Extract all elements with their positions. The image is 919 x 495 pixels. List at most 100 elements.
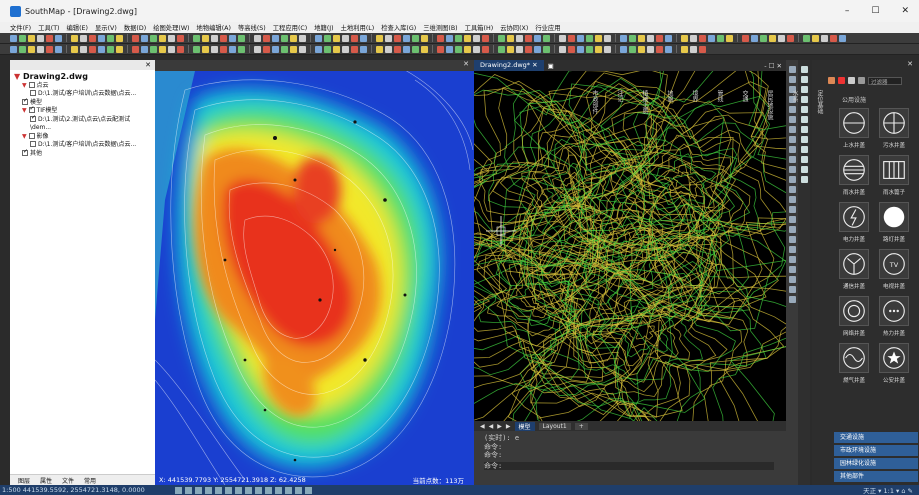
toolbar-button-icon[interactable]	[281, 45, 288, 53]
tool-icon[interactable]	[788, 206, 796, 213]
toolbar-button-icon[interactable]	[89, 34, 96, 42]
tool-icon[interactable]	[788, 86, 796, 93]
grid-view-icon[interactable]	[828, 77, 835, 84]
toolbar-button-icon[interactable]	[751, 34, 758, 42]
tool-icon[interactable]	[800, 66, 808, 73]
toolbar-button-icon[interactable]	[37, 34, 44, 42]
toolbar-button-icon[interactable]	[46, 34, 53, 42]
toolbar-button-icon[interactable]	[464, 45, 471, 53]
toolbar-button-icon[interactable]	[254, 34, 261, 42]
tool-icon[interactable]	[800, 176, 808, 183]
checkbox[interactable]	[30, 115, 36, 122]
tool-icon[interactable]	[788, 296, 796, 303]
status-toggle-icon[interactable]	[184, 486, 192, 494]
nav-arrow-icon[interactable]: ◀	[480, 422, 485, 430]
toolbar-button-icon[interactable]	[516, 45, 523, 53]
category-item-1[interactable]: 水系	[791, 90, 798, 102]
toolbar-button-icon[interactable]	[638, 34, 645, 42]
status-toggle-icon[interactable]	[214, 486, 222, 494]
tool-icon[interactable]	[788, 106, 796, 113]
close-icon[interactable]: ✕	[145, 61, 151, 69]
menu-item-11[interactable]: 检查入库(G)	[381, 25, 417, 32]
toolbar-button-icon[interactable]	[360, 45, 367, 53]
toolbar-button-icon[interactable]	[464, 34, 471, 42]
favorite-icon[interactable]	[838, 77, 845, 84]
toolbar-button-icon[interactable]	[315, 45, 322, 53]
contour-viewport[interactable]	[474, 71, 786, 421]
toolbar-button-icon[interactable]	[80, 34, 87, 42]
toolbar-button-icon[interactable]	[238, 45, 245, 53]
tool-icon[interactable]	[788, 276, 796, 283]
toolbar-button-icon[interactable]	[342, 45, 349, 53]
menu-item-12[interactable]: 三维测图(B)	[423, 25, 458, 32]
toolbar-button-icon[interactable]	[760, 34, 767, 42]
toolbar-button-icon[interactable]	[28, 45, 35, 53]
toolbar-button-icon[interactable]	[281, 34, 288, 42]
expand-icon[interactable]: ▼	[22, 107, 29, 114]
minimize-button[interactable]: –	[844, 6, 850, 16]
toolbar-button-icon[interactable]	[89, 45, 96, 53]
category-item-3[interactable]: 交通	[741, 90, 748, 102]
tree-item[interactable]: ▼ 点云	[14, 81, 151, 91]
symbol-item[interactable]: 雨水篦子	[874, 155, 914, 196]
toolbar-button-icon[interactable]	[726, 34, 733, 42]
edit-icon[interactable]	[858, 77, 865, 84]
tool-icon[interactable]	[800, 136, 808, 143]
toolbar-button-icon[interactable]	[665, 34, 672, 42]
toolbar-button-icon[interactable]	[498, 34, 505, 42]
toolbar-button-icon[interactable]	[656, 45, 663, 53]
toolbar-button-icon[interactable]	[568, 34, 575, 42]
panel-tab-1[interactable]: 属性	[40, 477, 53, 485]
toolbar-button-icon[interactable]	[220, 34, 227, 42]
tool-icon[interactable]	[800, 106, 808, 113]
toolbar-button-icon[interactable]	[525, 34, 532, 42]
toolbar-button-icon[interactable]	[116, 45, 123, 53]
toolbar-button-icon[interactable]	[333, 45, 340, 53]
toolbar-button-icon[interactable]	[132, 34, 139, 42]
toolbar-button-icon[interactable]	[376, 45, 383, 53]
tool-icon[interactable]	[788, 116, 796, 123]
toolbar-button-icon[interactable]	[647, 45, 654, 53]
tool-icon[interactable]	[788, 216, 796, 223]
symbol-item[interactable]: 上水井盖	[834, 108, 874, 149]
toolbar-button-icon[interactable]	[272, 45, 279, 53]
toolbar-button-icon[interactable]	[385, 45, 392, 53]
toolbar-button-icon[interactable]	[482, 34, 489, 42]
status-toggle-icon[interactable]	[264, 486, 272, 494]
tool-icon[interactable]	[788, 96, 796, 103]
toolbar-button-icon[interactable]	[141, 34, 148, 42]
toolbar-button-icon[interactable]	[333, 34, 340, 42]
symbol-item[interactable]: 通信井盖	[834, 249, 874, 290]
toolbar-button-icon[interactable]	[211, 45, 218, 53]
toolbar-button-icon[interactable]	[577, 34, 584, 42]
menu-item-3[interactable]: 显示(V)	[95, 25, 117, 32]
category-item-7[interactable]: 植被土质	[641, 90, 648, 114]
close-button[interactable]: ✕	[901, 6, 909, 16]
status-toggle-icon[interactable]	[174, 486, 182, 494]
toolbar-button-icon[interactable]	[507, 34, 514, 42]
checkbox[interactable]	[28, 81, 35, 88]
menu-item-13[interactable]: 工具箱(H)	[464, 25, 494, 32]
toolbar-button-icon[interactable]	[71, 34, 78, 42]
toolbar-button-icon[interactable]	[211, 34, 218, 42]
toolbar-button-icon[interactable]	[107, 34, 114, 42]
toolbar-button-icon[interactable]	[559, 45, 566, 53]
category-item-0[interactable]: 定位基础	[816, 90, 823, 114]
toolbar-button-icon[interactable]	[543, 45, 550, 53]
tool-icon[interactable]	[788, 76, 796, 83]
toolbar-button-icon[interactable]	[202, 45, 209, 53]
category-item-2[interactable]: 居民地设施	[766, 90, 773, 120]
nav-arrow-icon[interactable]: ▶	[505, 422, 511, 430]
toolbar-button-icon[interactable]	[595, 34, 602, 42]
tool-icon[interactable]	[788, 266, 796, 273]
toolbar-button-icon[interactable]	[168, 34, 175, 42]
symbol-item[interactable]: 污水井盖	[874, 108, 914, 149]
toolbar-button-icon[interactable]	[376, 34, 383, 42]
symbol-item[interactable]: TV 电视井盖	[874, 249, 914, 290]
toolbar-button-icon[interactable]	[80, 45, 87, 53]
toolbar-button-icon[interactable]	[159, 34, 166, 42]
tree-item[interactable]: D:\1.测试/客户培训\点云数据\点云...	[14, 90, 151, 99]
status-toggle-icon[interactable]	[244, 486, 252, 494]
toolbar-button-icon[interactable]	[543, 34, 550, 42]
tool-icon[interactable]	[788, 196, 796, 203]
